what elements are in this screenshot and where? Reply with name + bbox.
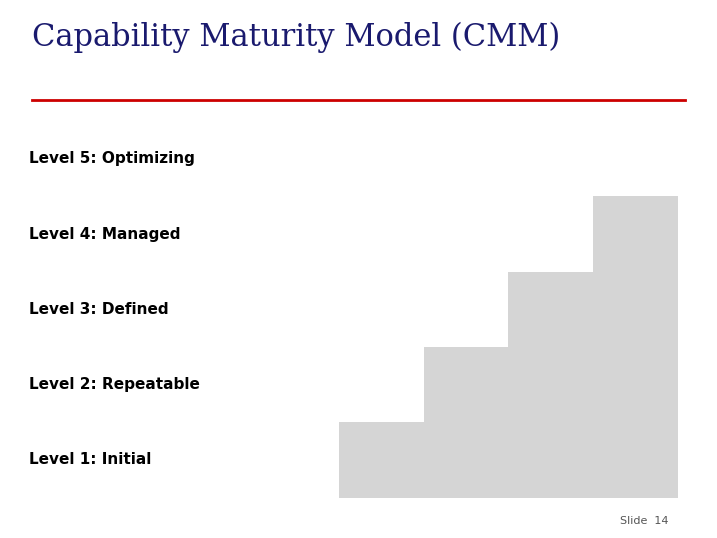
Text: Level 1: Initial: Level 1: Initial bbox=[29, 452, 151, 468]
Text: Level 4: Managed: Level 4: Managed bbox=[29, 226, 180, 242]
Text: Capability Maturity Model (CMM): Capability Maturity Model (CMM) bbox=[32, 22, 561, 53]
Text: Level 2: Repeatable: Level 2: Repeatable bbox=[29, 377, 199, 392]
Text: Level 5: Optimizing: Level 5: Optimizing bbox=[29, 151, 194, 166]
Text: Slide  14: Slide 14 bbox=[620, 516, 669, 526]
Text: Level 3: Defined: Level 3: Defined bbox=[29, 302, 168, 317]
